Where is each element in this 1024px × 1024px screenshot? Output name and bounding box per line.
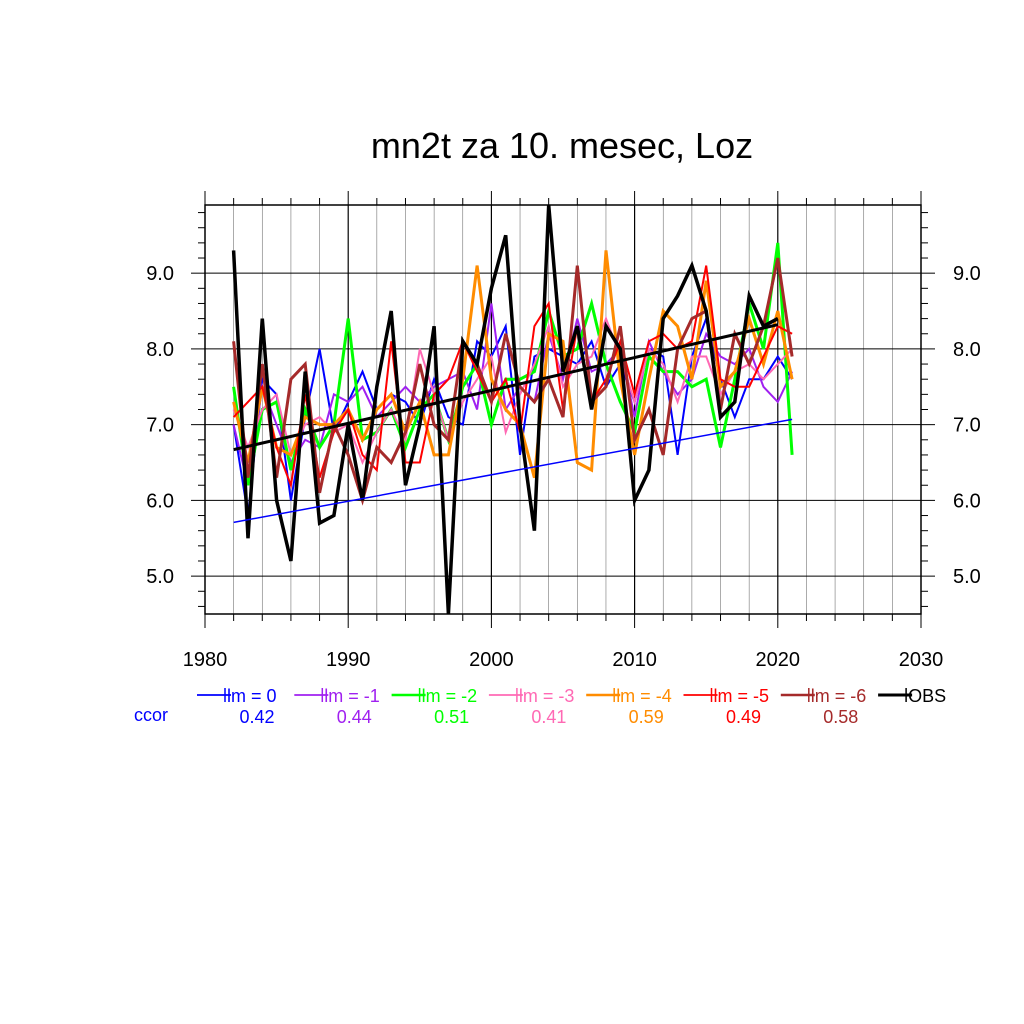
- ccor-value-3: 0.41: [531, 707, 566, 727]
- ticks: 1980 1990 2000 2010 2020 2030 5.0 5.0 6.0 6.0 7.0 7…: [146, 191, 981, 671]
- x-tick-label: 2020: [756, 649, 801, 671]
- y-tick-label-right: 8.0: [953, 339, 981, 361]
- series-line-4: [232, 250, 794, 479]
- y-tick-label: 6.0: [146, 490, 174, 512]
- legend-label-4: lm = -4: [616, 686, 672, 706]
- legend-label-6: lm = -6: [811, 686, 867, 706]
- legend-label-5: lm = -5: [714, 686, 770, 706]
- series-line-7: [231, 204, 779, 615]
- ccor-value-4: 0.59: [629, 707, 664, 727]
- series-layer: [231, 204, 794, 615]
- ccor-label: ccor: [134, 705, 168, 725]
- y-tick-label-right: 5.0: [953, 566, 981, 588]
- y-tick-label: 8.0: [146, 339, 174, 361]
- y-tick-label-right: 9.0: [953, 263, 981, 285]
- y-tick-label: 7.0: [146, 415, 174, 437]
- plot-frame: [204, 204, 922, 615]
- legend-label-7: OBS: [908, 686, 946, 706]
- legend-label-3: lm = -3: [519, 686, 575, 706]
- x-tick-label: 2010: [612, 649, 657, 671]
- chart-title: mn2t za 10. mesec, Loz: [371, 125, 753, 166]
- trend-line-0: [233, 418, 793, 524]
- x-tick-label: 2030: [899, 649, 944, 671]
- legend-label-2: lm = -2: [422, 686, 478, 706]
- y-tick-label: 9.0: [146, 263, 174, 285]
- legend-label-0: lm = 0: [227, 686, 277, 706]
- y-tick-label-right: 7.0: [953, 415, 981, 437]
- ccor-value-2: 0.51: [434, 707, 469, 727]
- x-tick-label: 1990: [326, 649, 371, 671]
- ccor-value-1: 0.44: [337, 707, 372, 727]
- trend-line-7: [233, 323, 779, 452]
- x-tick-label: 2000: [469, 649, 514, 671]
- legend-label-1: lm = -1: [324, 686, 380, 706]
- ccor-value-5: 0.49: [726, 707, 761, 727]
- x-tick-label: 1980: [183, 649, 228, 671]
- series-line-6: [232, 257, 794, 506]
- y-tick-label-right: 6.0: [953, 490, 981, 512]
- ccor-value-0: 0.42: [239, 707, 274, 727]
- series-line-2: [232, 242, 794, 486]
- ccor-value-6: 0.58: [823, 707, 858, 727]
- y-tick-label: 5.0: [146, 566, 174, 588]
